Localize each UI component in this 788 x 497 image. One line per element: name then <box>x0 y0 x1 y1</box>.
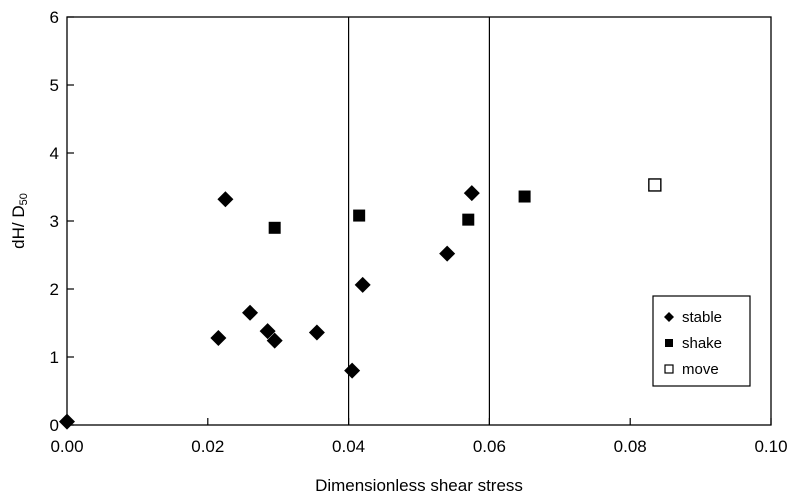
x-tick-label: 0.00 <box>50 437 83 456</box>
y-axis-label-subscript: 50 <box>18 193 30 205</box>
y-tick-label: 5 <box>50 76 59 95</box>
y-tick-label: 2 <box>50 280 59 299</box>
data-point-stable <box>217 191 234 208</box>
data-point-stable <box>308 324 325 341</box>
data-point-shake <box>268 221 281 234</box>
y-axis-label-main: dH/ D <box>9 205 28 248</box>
data-point-stable <box>242 304 259 321</box>
y-axis-label: dH/ D50 <box>9 193 30 249</box>
data-point-shake <box>462 213 475 226</box>
x-axis-ticks: 0.00 0.02 0.04 0.06 0.08 0.10 <box>50 418 788 456</box>
legend: stable shake move <box>652 295 751 387</box>
x-tick-label: 0.08 <box>614 437 647 456</box>
x-tick-label: 0.02 <box>191 437 224 456</box>
y-tick-label: 6 <box>50 8 59 27</box>
reference-lines <box>348 17 490 425</box>
data-point-stable <box>259 323 276 340</box>
data-point-move <box>648 178 662 192</box>
y-tick-label: 3 <box>50 212 59 231</box>
data-point-stable <box>59 413 75 430</box>
data-point-stable <box>463 185 480 202</box>
data-point-shake <box>353 209 366 222</box>
x-tick-label: 0.10 <box>754 437 787 456</box>
data-point-stable <box>344 362 361 379</box>
legend-label-shake: shake <box>682 335 722 352</box>
y-tick-label: 4 <box>50 144 59 163</box>
data-point-shake <box>518 190 531 203</box>
data-point-stable <box>354 276 371 293</box>
legend-marker-stable <box>664 312 674 322</box>
data-point-stable <box>266 332 283 349</box>
y-tick-label: 1 <box>50 348 59 367</box>
x-tick-label: 0.06 <box>473 437 506 456</box>
y-axis-ticks: 0 1 2 3 4 5 6 <box>50 8 74 435</box>
legend-marker-shake <box>665 339 673 347</box>
legend-label-stable: stable <box>682 309 722 326</box>
data-point-stable <box>210 329 227 346</box>
y-tick-label: 0 <box>50 416 59 435</box>
data-points <box>59 178 662 430</box>
legend-label-move: move <box>682 361 719 378</box>
data-point-stable <box>439 245 456 262</box>
x-axis-label: Dimensionless shear stress <box>315 476 523 495</box>
legend-marker-move <box>664 364 674 374</box>
x-tick-label: 0.04 <box>332 437 365 456</box>
